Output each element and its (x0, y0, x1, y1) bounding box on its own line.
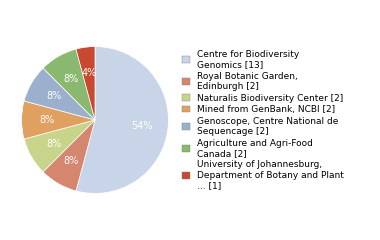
Wedge shape (43, 49, 95, 120)
Wedge shape (76, 47, 168, 193)
Text: 8%: 8% (46, 139, 62, 149)
Wedge shape (22, 101, 95, 139)
Legend: Centre for Biodiversity
Genomics [13], Royal Botanic Garden,
Edinburgh [2], Natu: Centre for Biodiversity Genomics [13], R… (182, 50, 344, 190)
Text: 4%: 4% (81, 68, 97, 78)
Text: 54%: 54% (131, 121, 153, 131)
Text: 8%: 8% (46, 91, 62, 101)
Text: 8%: 8% (40, 115, 55, 125)
Wedge shape (76, 47, 95, 120)
Wedge shape (24, 120, 95, 172)
Wedge shape (24, 68, 95, 120)
Text: 8%: 8% (63, 74, 79, 84)
Wedge shape (43, 120, 95, 191)
Text: 8%: 8% (63, 156, 79, 166)
